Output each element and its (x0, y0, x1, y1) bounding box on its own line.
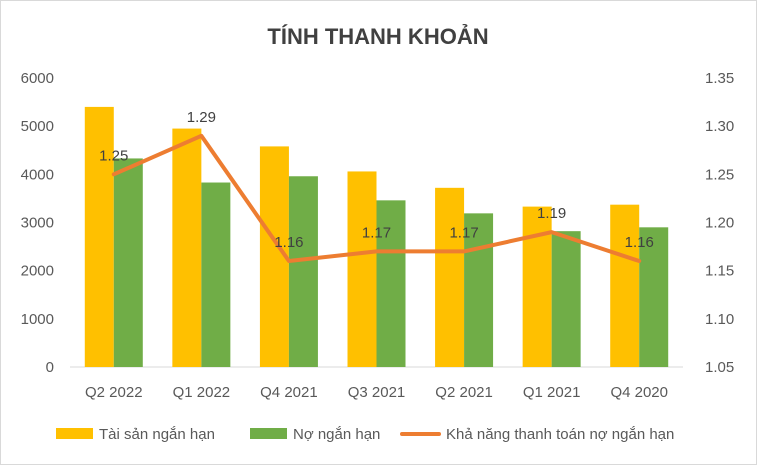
legend: Tài sản ngắn hạn Nợ ngắn hạn Khả năng than… (56, 426, 674, 443)
bar-tai-san-ngan-han (610, 204, 640, 367)
x-tick-label: Q2 2022 (85, 384, 143, 401)
x-tick-label: Q1 2022 (173, 384, 231, 401)
bar-no-ngan-han (376, 200, 406, 367)
bar-tai-san-ngan-han (347, 171, 377, 367)
y-left-tick-label: 3000 (21, 215, 54, 232)
bar-no-ngan-han (639, 227, 669, 367)
bar-no-ngan-han (201, 182, 231, 367)
y-right-tick-label: 1.20 (705, 215, 734, 232)
bar-no-ngan-han (464, 213, 494, 367)
bar-no-ngan-han (288, 176, 318, 367)
x-tick-label: Q4 2020 (610, 384, 668, 401)
ratio-data-label: 1.16 (274, 234, 303, 251)
x-tick-label: Q4 2021 (260, 384, 318, 401)
ratio-data-label: 1.19 (537, 205, 566, 222)
y-right-tick-label: 1.30 (705, 118, 734, 135)
x-tick-label: Q2 2021 (435, 384, 493, 401)
legend-swatch (56, 428, 93, 439)
legend-label: Khả năng thanh toán nợ ngắn hạn (446, 426, 674, 443)
ratio-data-label: 1.16 (625, 234, 654, 251)
y-left-tick-label: 4000 (21, 166, 54, 183)
y-left-tick-label: 6000 (21, 70, 54, 87)
x-tick-label: Q3 2021 (348, 384, 406, 401)
ratio-data-label: 1.17 (449, 224, 478, 241)
y-left-tick-label: 0 (46, 359, 54, 376)
ratio-data-label: 1.25 (99, 147, 128, 164)
ratio-line: 1.25 1.29 1.16 1.17 1.17 1.19 1.16 (99, 109, 654, 264)
legend-swatch (250, 428, 287, 439)
bar-tai-san-ngan-han (84, 106, 114, 368)
ratio-line-path (111, 133, 642, 264)
y-right-tick-label: 1.35 (705, 70, 734, 87)
bars (84, 106, 669, 368)
bar-no-ngan-han (113, 158, 143, 367)
y-left-tick-label: 5000 (21, 118, 54, 135)
legend-label: Tài sản ngắn hạn (99, 426, 215, 443)
y-left-tick-label: 1000 (21, 311, 54, 328)
y-right-tick-label: 1.25 (705, 166, 734, 183)
bar-tai-san-ngan-han (172, 128, 202, 367)
y-left-tick-label: 2000 (21, 263, 54, 280)
legend-label: Nợ ngắn hạn (293, 426, 380, 443)
y-axis-left: 0 1000 2000 3000 4000 5000 6000 (21, 70, 54, 376)
chart-title: TÍNH THANH KHOẢN (267, 24, 488, 49)
x-tick-label: Q1 2021 (523, 384, 581, 401)
bar-tai-san-ngan-han (522, 206, 552, 367)
bar-tai-san-ngan-han (435, 187, 465, 367)
y-right-tick-label: 1.05 (705, 359, 734, 376)
ratio-data-label: 1.29 (187, 109, 216, 126)
bar-no-ngan-han (551, 231, 581, 367)
y-axis-right: 1.05 1.10 1.15 1.20 1.25 1.30 1.35 (705, 70, 734, 376)
ratio-data-label: 1.17 (362, 224, 391, 241)
y-right-tick-label: 1.15 (705, 263, 734, 280)
y-right-tick-label: 1.10 (705, 311, 734, 328)
x-axis-ticks: Q2 2022 Q1 2022 Q4 2021 Q3 2021 Q2 2021 Q1 20… (85, 384, 668, 401)
